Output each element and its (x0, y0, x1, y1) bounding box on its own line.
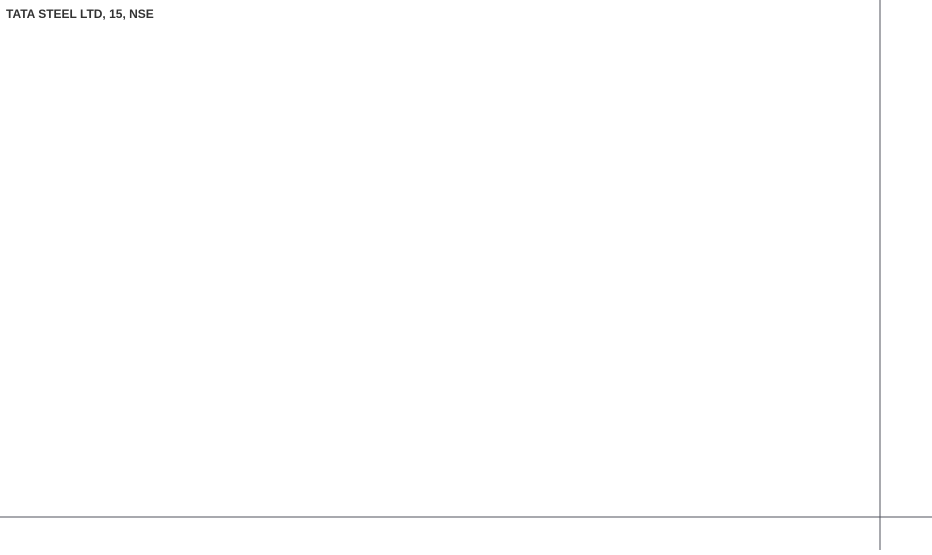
chart-title: TATA STEEL LTD, 15, NSE (6, 7, 154, 21)
